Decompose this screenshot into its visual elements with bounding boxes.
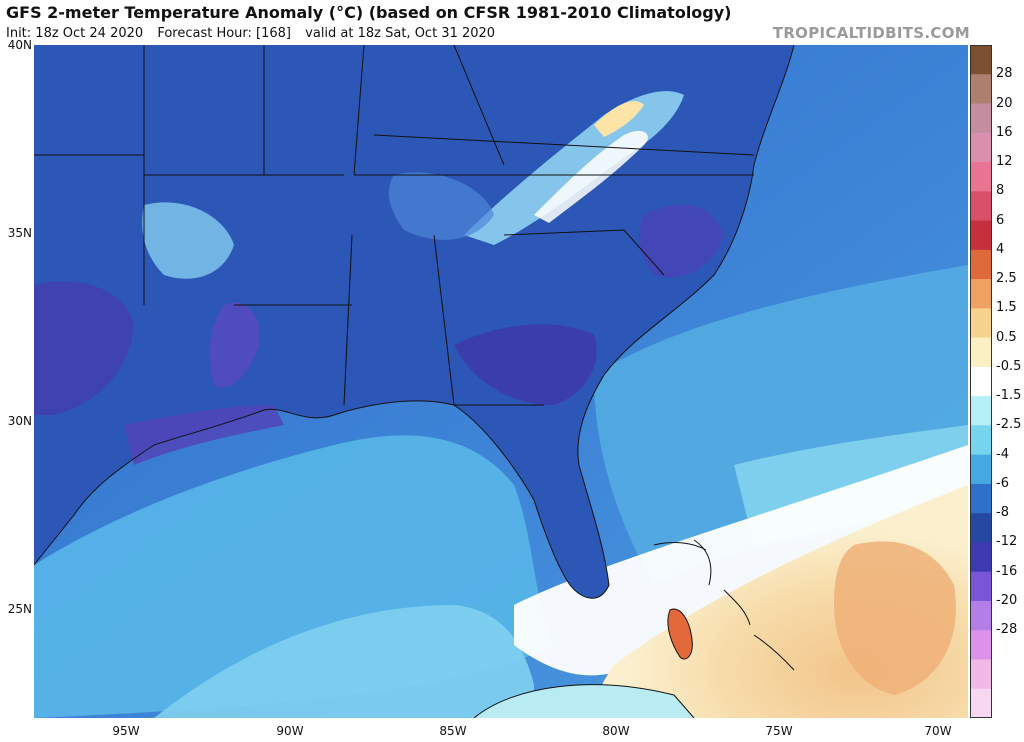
colorbar-swatch <box>970 132 992 163</box>
state-line-nc-sc <box>503 229 665 276</box>
purple-nc <box>638 204 724 278</box>
colorbar-swatch <box>970 483 992 514</box>
colorbar-swatch <box>970 103 992 134</box>
exuma <box>753 634 795 671</box>
abaco <box>693 539 712 586</box>
purple-gulf-coast <box>124 405 284 465</box>
lat-label: 40N <box>7 38 32 52</box>
map-subtitle: Init: 18z Oct 24 2020 Forecast Hour: [16… <box>6 26 505 41</box>
state-line-ga-al <box>433 234 455 406</box>
colorbar-tick-label: 12 <box>996 154 1013 170</box>
warm-core <box>834 541 956 695</box>
lat-label: 30N <box>7 414 32 428</box>
lon-label: 95W <box>112 724 140 738</box>
colorbar-tick-label: -4 <box>996 446 1009 462</box>
appalachian-pale <box>534 130 648 223</box>
islands <box>473 539 795 718</box>
colorbar-swatch <box>970 454 992 485</box>
valid-time: valid at 18z Sat, Oct 31 2020 <box>305 26 496 41</box>
colorbar-tick-label: 16 <box>996 124 1013 140</box>
colorbar-tick-label: 20 <box>996 95 1013 111</box>
colorbar-tick-label: -28 <box>996 622 1018 638</box>
colorbar-swatch <box>970 45 992 75</box>
gulf-pale-region <box>154 605 534 718</box>
colorbar-tick-label: 0.5 <box>996 329 1017 345</box>
lon-label: 80W <box>602 724 630 738</box>
purple-texas <box>34 281 134 415</box>
colorbar-swatch <box>970 308 992 339</box>
colorbar-swatch <box>970 162 992 192</box>
colorbar-swatch <box>970 220 992 251</box>
colorbar-tick-label: -0.5 <box>996 358 1022 374</box>
colorbar-tick-label: 28 <box>996 66 1013 82</box>
purple-ga-sc <box>454 324 597 405</box>
colorbar-tick-label: -16 <box>996 563 1018 579</box>
colorbar-tick-label: 1.5 <box>996 300 1017 316</box>
land-region <box>34 45 794 599</box>
colorbar-swatch <box>970 74 992 105</box>
colorbar-tick-label: -1.5 <box>996 388 1022 404</box>
colorbar-swatch <box>970 688 992 718</box>
lat-label: 25N <box>7 602 32 616</box>
colorbar-swatch <box>970 279 992 309</box>
colorbar-swatch <box>970 630 992 660</box>
colorbar-swatch <box>970 337 992 368</box>
colorbar-swatch <box>970 191 992 222</box>
colorbar-border <box>970 45 992 718</box>
colorbar-tick-label: 6 <box>996 212 1005 228</box>
andros-hotspot <box>667 609 693 660</box>
purple-louisiana <box>209 302 260 388</box>
colorbar-swatch <box>970 571 992 602</box>
forecast-hour: Forecast Hour: [168] <box>157 26 292 41</box>
lon-label: 70W <box>924 724 952 738</box>
boundaries <box>34 45 795 599</box>
colorbar-swatch <box>970 513 992 543</box>
appalachian-light <box>464 91 684 245</box>
colorbar-swatch <box>970 396 992 426</box>
map-title: GFS 2-meter Temperature Anomaly (°C) (ba… <box>6 3 732 22</box>
colorbar-swatch <box>970 659 992 690</box>
colorbar-swatch <box>970 366 992 397</box>
init-time: Init: 18z Oct 24 2020 <box>6 26 144 41</box>
colorbar-tick-label: 8 <box>996 183 1005 199</box>
colorbar-swatch <box>970 249 992 280</box>
colorbar-tick-label: 2.5 <box>996 271 1017 287</box>
anomaly-map <box>34 45 968 718</box>
colorbar-swatch <box>970 542 992 573</box>
colorbar-tick-label: -20 <box>996 592 1018 608</box>
state-line-va <box>373 134 755 156</box>
colorbar-tick-label: -2.5 <box>996 417 1022 433</box>
colorbar-tick-label: -6 <box>996 475 1009 491</box>
andros <box>667 608 693 660</box>
eleuthera <box>723 589 751 626</box>
mid-south-light <box>388 172 494 240</box>
colorbar-tick-label: 4 <box>996 241 1005 257</box>
colorbar-tick-label: -8 <box>996 505 1009 521</box>
map-canvas <box>34 45 968 718</box>
site-brand: TROPICALTIDBITS.COM <box>772 24 970 42</box>
lon-label: 85W <box>439 724 467 738</box>
cuba-coast <box>473 684 695 718</box>
colorbar-swatch <box>970 600 992 631</box>
neutral-band <box>514 445 968 676</box>
state-line-al-ms <box>343 234 353 406</box>
lat-label: 35N <box>7 226 32 240</box>
colorbar <box>970 45 992 718</box>
state-line-midwest <box>143 45 505 176</box>
appalachian-warm <box>594 101 644 137</box>
lon-label: 75W <box>765 724 793 738</box>
atlantic-coast <box>34 45 795 599</box>
cuba-pale <box>474 684 694 718</box>
colorbar-tick-label: -12 <box>996 534 1018 550</box>
ozark-light <box>142 202 234 279</box>
lon-label: 90W <box>276 724 304 738</box>
colorbar-swatch <box>970 425 992 456</box>
